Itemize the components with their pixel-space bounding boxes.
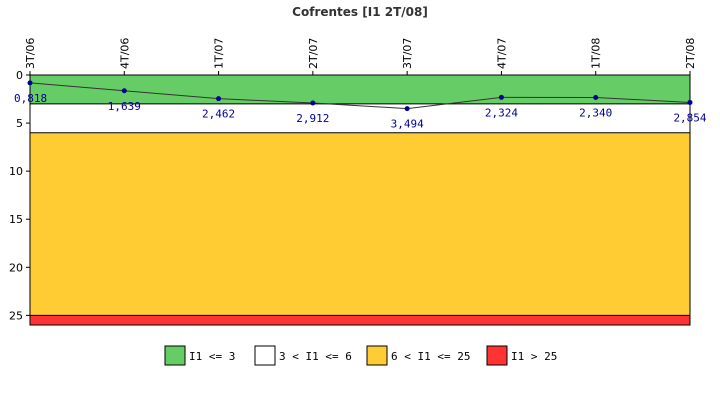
data-label-1: 1,639 (108, 100, 141, 113)
y-tick-label-5: 25 (9, 309, 23, 322)
x-tick-label-0: 3T/06 (24, 38, 37, 69)
x-tick-label-4: 3T/07 (401, 38, 414, 69)
x-tick-label-7: 2T/08 (684, 38, 697, 69)
x-tick-label-2: 1T/07 (213, 38, 226, 69)
data-point-2 (216, 96, 222, 102)
y-tick-label-4: 20 (9, 261, 23, 274)
data-label-6: 2,340 (579, 107, 612, 120)
x-tick-label-5: 4T/07 (495, 38, 508, 69)
y-tick-label-3: 15 (9, 213, 23, 226)
data-label-7: 2,854 (673, 111, 706, 124)
legend-swatch-1 (254, 345, 276, 366)
legend: I1 <= 3 3 < I1 <= 6 6 < I1 <= 25 I1 > 25 (164, 345, 557, 366)
threshold-bands (29, 74, 691, 326)
legend-label-2: 6 < I1 <= 25 (391, 350, 470, 363)
legend-label-0: I1 <= 3 (189, 350, 235, 363)
x-tick-label-6: 1T/08 (590, 38, 603, 69)
data-point-0 (27, 80, 33, 86)
data-label-3: 2,912 (296, 112, 329, 125)
series-line-0 (29, 82, 691, 110)
band-3 (30, 315, 690, 325)
legend-swatch-3 (486, 345, 508, 366)
y-tick-label-2: 10 (9, 165, 23, 178)
data-point-6 (593, 95, 599, 100)
data-label-4: 3,494 (391, 118, 424, 131)
data-labels: 0,818 1,639 2,462 2,912 3,494 2,324 2,340 2,854 (14, 92, 707, 131)
legend-swatch-0 (164, 345, 186, 366)
legend-swatch-2 (366, 345, 388, 366)
data-label-0: 0,818 (14, 92, 47, 105)
data-label-2: 2,462 (202, 108, 235, 121)
x-tick-label-1: 4T/06 (118, 38, 131, 69)
data-point-3 (310, 100, 316, 106)
data-point-7 (687, 99, 693, 105)
plot-border (29, 74, 691, 326)
legend-label-1: 3 < I1 <= 6 (279, 350, 352, 363)
axes: 0 5 10 15 20 25 3T/06 4T/06 1T/07 2T/07 3T/07 4T/07… (9, 38, 697, 323)
x-tick-label-3: 2T/07 (307, 38, 320, 69)
series-layer (27, 80, 693, 112)
y-tick-label-1: 5 (16, 117, 23, 130)
band-2 (30, 132, 690, 316)
data-point-1 (121, 88, 127, 94)
band-0 (30, 75, 690, 104)
y-tick-label-0: 0 (16, 69, 23, 82)
data-label-5: 2,324 (485, 106, 518, 119)
legend-label-3: I1 > 25 (511, 350, 557, 363)
band-1 (30, 103, 690, 133)
data-point-4 (404, 106, 410, 112)
data-point-5 (498, 94, 504, 100)
chart-title: Cofrentes [I1 2T/08] (292, 5, 428, 19)
